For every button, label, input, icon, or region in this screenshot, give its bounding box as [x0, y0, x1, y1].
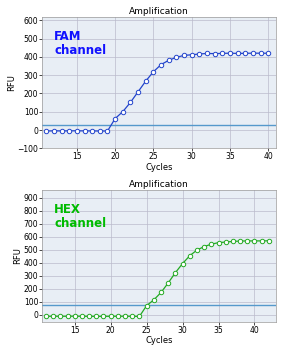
Title: Amplification: Amplification — [129, 7, 189, 16]
Y-axis label: RFU: RFU — [13, 247, 22, 264]
Y-axis label: RFU: RFU — [7, 74, 16, 91]
Text: HEX
channel: HEX channel — [54, 203, 106, 230]
X-axis label: Cycles: Cycles — [145, 163, 173, 172]
Text: FAM
channel: FAM channel — [54, 30, 106, 57]
Title: Amplification: Amplification — [129, 180, 189, 189]
X-axis label: Cycles: Cycles — [145, 336, 173, 345]
